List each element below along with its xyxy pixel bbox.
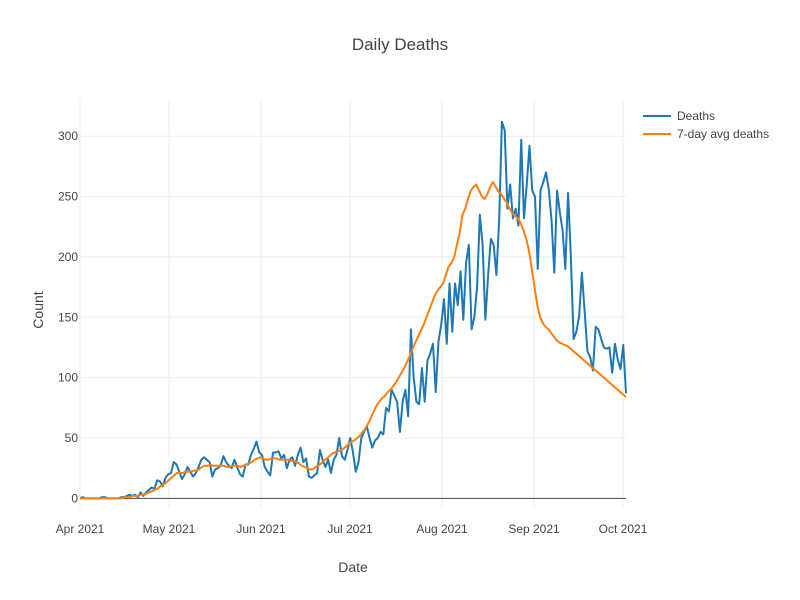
tick-layer: 0 50 100 150 200 250 300 Apr 2021 May 2021 Jun 20… — [56, 129, 648, 536]
legend-item-7-day-avg[interactable]: 7-day avg deaths — [643, 127, 769, 141]
y-tick-label: 150 — [58, 310, 78, 324]
series-layer — [79, 120, 627, 500]
legend-label-deaths: Deaths — [677, 109, 715, 123]
y-tick-label: 250 — [58, 190, 78, 204]
legend[interactable]: Deaths 7-day avg deaths — [643, 109, 769, 141]
y-tick-label: 100 — [58, 371, 78, 385]
x-tick-label: Aug 2021 — [416, 522, 468, 536]
legend-label-7-day-avg: 7-day avg deaths — [677, 127, 769, 141]
x-tick-label: Jul 2021 — [327, 522, 373, 536]
chart-title: Daily Deaths — [352, 35, 448, 54]
y-tick-label: 0 — [71, 491, 78, 505]
x-tick-label: Sep 2021 — [508, 522, 560, 536]
x-tick-label: Oct 2021 — [599, 522, 648, 536]
y-tick-label: 300 — [58, 129, 78, 143]
series-line-7-day-avg — [80, 181, 627, 500]
x-tick-label: May 2021 — [143, 522, 196, 536]
legend-item-deaths[interactable]: Deaths — [643, 109, 715, 123]
y-axis-title: Count — [30, 291, 46, 328]
y-tick-label: 200 — [58, 250, 78, 264]
series-line-deaths — [79, 120, 627, 500]
x-tick-label: Apr 2021 — [56, 522, 105, 536]
x-tick-label: Jun 2021 — [236, 522, 286, 536]
y-tick-label: 50 — [65, 431, 79, 445]
x-axis-title: Date — [338, 559, 368, 575]
grid-layer — [79, 100, 626, 508]
